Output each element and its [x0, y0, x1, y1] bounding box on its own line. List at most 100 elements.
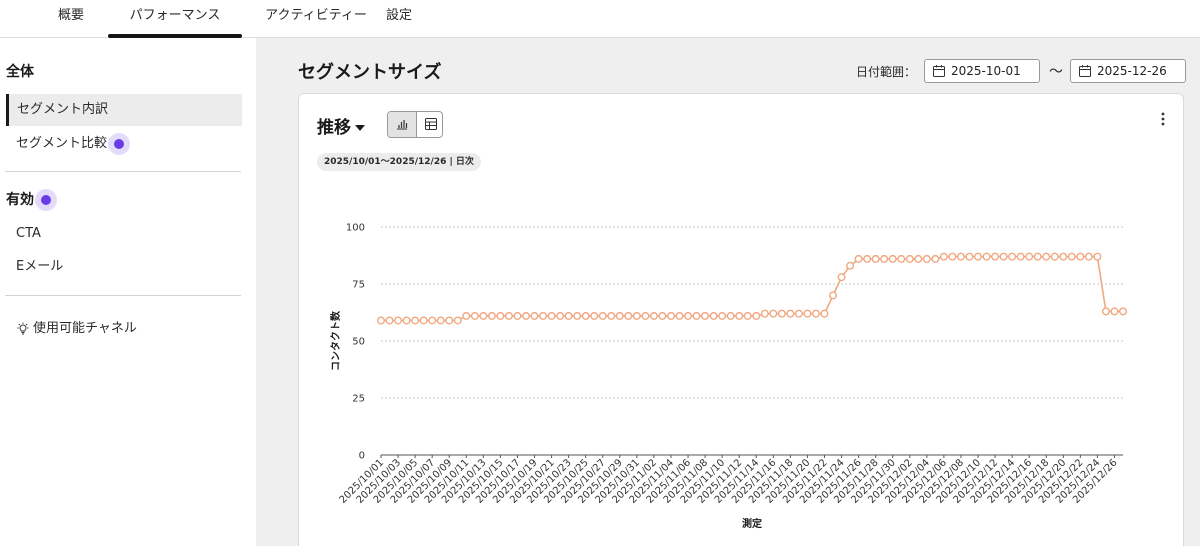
sidebar-item-label: セグメント内訳 — [17, 102, 109, 117]
segment-size-line-chart: 0255075100コンタクト数測定2025/10/012025/10/0320… — [329, 223, 1128, 530]
data-point — [922, 254, 931, 263]
data-point — [632, 311, 641, 320]
sidebar-item-email[interactable]: Eメール — [6, 251, 242, 283]
data-point — [837, 273, 846, 282]
date-to-input[interactable]: 2025-12-26 — [1070, 59, 1186, 83]
date-from-value: 2025-10-01 — [951, 64, 1021, 78]
data-point — [982, 252, 991, 261]
data-point — [1033, 252, 1042, 261]
data-point — [428, 316, 437, 325]
caret-down-icon — [355, 125, 365, 131]
sidebar-item-label: セグメント比較 — [16, 136, 108, 151]
data-point — [556, 311, 565, 320]
data-point — [965, 252, 974, 261]
sidebar-item-label: 使用可能チャネル — [33, 321, 137, 336]
data-point — [854, 254, 863, 263]
data-point — [718, 311, 727, 320]
sidebar: 全体 セグメント内訳 セグメント比較 有効 CTA Eメール 使用可能チャネル — [0, 38, 256, 546]
view-toggle — [387, 111, 443, 138]
data-point — [820, 309, 829, 318]
data-point — [376, 316, 385, 325]
data-point — [590, 311, 599, 320]
data-point — [939, 252, 948, 261]
date-from-input[interactable]: 2025-10-01 — [924, 59, 1040, 83]
data-point — [948, 252, 957, 261]
data-point — [1059, 252, 1068, 261]
data-point — [504, 311, 513, 320]
sidebar-item-available-channels[interactable]: 使用可能チャネル — [6, 313, 242, 345]
data-point — [846, 261, 855, 270]
sidebar-divider — [5, 171, 241, 172]
data-point — [607, 311, 616, 320]
data-point — [615, 311, 624, 320]
y-axis-title: コンタクト数 — [329, 310, 342, 371]
chart-type-dropdown[interactable]: 推移 — [317, 113, 365, 138]
calendar-icon — [1079, 65, 1091, 77]
data-point — [436, 316, 445, 325]
tab-overview[interactable]: 概要 — [57, 8, 84, 23]
data-point — [1016, 252, 1025, 261]
data-point — [530, 311, 539, 320]
line-chart-icon — [397, 120, 408, 130]
data-point — [709, 311, 718, 320]
data-point — [863, 254, 872, 263]
data-point — [1110, 307, 1119, 316]
data-point — [1084, 252, 1093, 261]
tab-performance[interactable]: パフォーマンス — [108, 0, 242, 38]
calendar-icon — [933, 65, 945, 77]
data-point — [871, 254, 880, 263]
data-point — [701, 311, 710, 320]
data-point — [1093, 252, 1102, 261]
tab-activity[interactable]: アクティビティー — [265, 8, 367, 23]
lightbulb-icon — [17, 322, 29, 334]
data-point — [385, 316, 394, 325]
date-separator: 〜 — [1049, 64, 1063, 80]
data-point — [803, 309, 812, 318]
data-point — [624, 311, 633, 320]
chart-view-button[interactable] — [388, 112, 416, 137]
data-point — [888, 254, 897, 263]
y-tick-label: 75 — [352, 280, 365, 291]
data-point — [419, 316, 428, 325]
date-range-chip: 2025/10/01〜2025/12/26 | 日次 — [317, 153, 481, 171]
data-point — [1076, 252, 1085, 261]
data-point — [991, 252, 1000, 261]
sidebar-item-segment-breakdown[interactable]: セグメント内訳 — [6, 94, 242, 126]
sidebar-item-label: Eメール — [16, 259, 64, 274]
top-tab-bar: 概要 パフォーマンス アクティビティー 設定 — [0, 0, 1200, 38]
data-point — [411, 316, 420, 325]
data-point — [794, 309, 803, 318]
new-badge-dot-icon — [35, 189, 57, 211]
data-point — [905, 254, 914, 263]
data-point — [1025, 252, 1034, 261]
y-tick-label: 0 — [359, 451, 365, 462]
data-point — [752, 311, 761, 320]
data-point — [675, 311, 684, 320]
data-point — [1119, 307, 1128, 316]
sidebar-item-segment-compare[interactable]: セグメント比較 — [6, 128, 242, 160]
y-tick-label: 50 — [352, 337, 365, 348]
data-point — [496, 311, 505, 320]
data-point — [649, 311, 658, 320]
data-point — [598, 311, 607, 320]
y-tick-label: 100 — [346, 223, 365, 234]
data-point — [573, 311, 582, 320]
data-point — [811, 309, 820, 318]
more-vertical-icon[interactable] — [1157, 110, 1169, 128]
table-view-button[interactable] — [416, 112, 442, 137]
data-point — [1050, 252, 1059, 261]
data-point — [999, 252, 1008, 261]
data-point — [914, 254, 923, 263]
data-point — [581, 311, 590, 320]
data-point — [539, 311, 548, 320]
date-to-value: 2025-12-26 — [1097, 64, 1167, 78]
data-point — [735, 311, 744, 320]
data-point — [479, 311, 488, 320]
data-point — [470, 311, 479, 320]
page-title: セグメントサイズ — [298, 62, 442, 83]
data-point — [974, 252, 983, 261]
data-point — [760, 309, 769, 318]
data-point — [726, 311, 735, 320]
sidebar-item-cta[interactable]: CTA — [6, 218, 242, 250]
tab-settings[interactable]: 設定 — [385, 8, 412, 23]
